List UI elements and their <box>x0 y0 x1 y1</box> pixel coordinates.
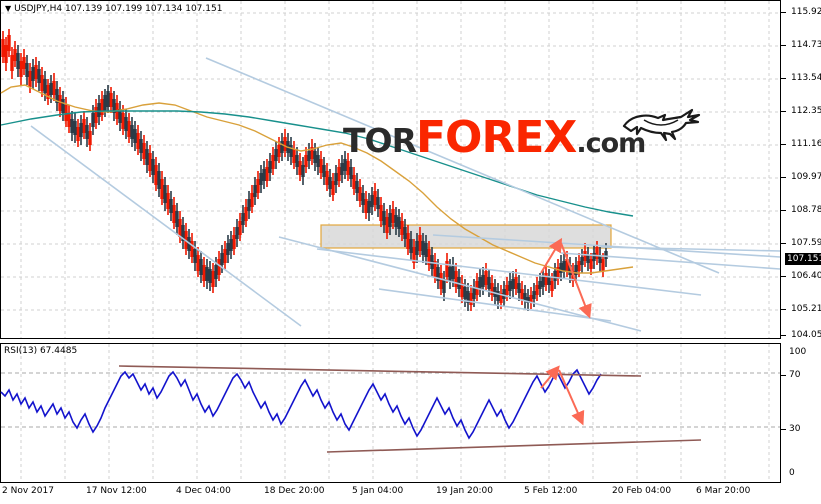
axis-tick <box>781 45 786 46</box>
time-axis-label: 18 Dec 20:00 <box>264 486 325 496</box>
axis-tick <box>781 243 786 244</box>
price-axis-label: 114.730 <box>791 40 821 50</box>
axis-tick <box>781 177 786 178</box>
axis-tick <box>781 144 786 145</box>
axis-tick <box>781 375 786 376</box>
price-axis-label: 111.160 <box>791 139 821 149</box>
trendline-lower-2 <box>378 288 612 322</box>
time-axis-label: 19 Jan 20:00 <box>436 486 493 496</box>
axis-tick <box>781 78 786 79</box>
rsi-support-trendline <box>326 439 702 453</box>
forecast-down-arrow[interactable] <box>560 242 592 319</box>
rsi-axis-label: 70 <box>789 370 801 380</box>
rsi-indicator-label: RSI(13) 67.4485 <box>4 346 78 356</box>
time-axis-label: 2 Nov 2017 <box>2 486 54 496</box>
bearish-bodies <box>1 35 605 305</box>
rsi-forecast-up-arrow[interactable] <box>540 365 560 389</box>
price-axis-label: 112.350 <box>791 106 821 116</box>
trendline-mid-2 <box>316 248 702 296</box>
trendline-right-3 <box>432 234 781 258</box>
trendline-upper-main <box>205 57 720 274</box>
price-axis-label: 109.970 <box>791 172 821 182</box>
rsi-axis-label: 30 <box>789 424 801 434</box>
rsi-indicator-panel[interactable] <box>0 343 781 483</box>
price-chart-svg <box>0 1 781 338</box>
time-axis-label: 4 Dec 04:00 <box>176 486 231 496</box>
vertical-gridlines <box>20 1 770 338</box>
time-axis-label: 5 Jan 04:00 <box>352 486 404 496</box>
current-price-badge: 107.151 <box>785 253 821 265</box>
axis-tick <box>781 276 786 277</box>
axis-tick <box>781 309 786 310</box>
rsi-line <box>0 368 602 440</box>
trendline-group[interactable] <box>30 57 781 332</box>
rsi-axis-label: 0 <box>789 468 795 478</box>
rsi-chart-svg <box>0 344 780 482</box>
axis-tick <box>781 335 786 336</box>
chevron-down-icon[interactable]: ▼ <box>5 4 12 13</box>
time-axis[interactable]: 2 Nov 2017 17 Nov 12:00 4 Dec 04:00 18 D… <box>0 483 821 504</box>
price-axis-label: 108.780 <box>791 205 821 215</box>
price-axis-label: 104.055 <box>791 330 821 340</box>
price-axis-label: 105.210 <box>791 304 821 314</box>
time-axis-label: 6 Mar 20:00 <box>696 486 751 496</box>
candlestick-series <box>1 29 608 311</box>
forecast-up-arrow[interactable] <box>540 237 563 274</box>
trendline-right-1 <box>560 252 781 270</box>
time-axis-label: 20 Feb 04:00 <box>612 486 672 496</box>
ma-slow-line <box>0 110 634 217</box>
symbol-info-bar: ▼ USDJPY,H4 107.139 107.199 107.134 107.1… <box>5 4 222 14</box>
price-axis-label: 115.920 <box>791 7 821 17</box>
rsi-axis-label: 100 <box>789 347 807 357</box>
time-axis-label: 5 Feb 12:00 <box>524 486 578 496</box>
price-axis-label: 107.590 <box>791 238 821 248</box>
price-chart-panel[interactable]: TORFOREX.com ▼ USDJPY,H4 107.139 107.199 … <box>0 0 781 339</box>
rsi-vertical-gridlines <box>20 344 770 482</box>
symbol-info-text: USDJPY,H4 107.139 107.199 107.134 107.15… <box>14 4 223 14</box>
axis-tick <box>781 210 786 211</box>
axis-tick <box>781 111 786 112</box>
price-axis-label: 113.540 <box>791 73 821 83</box>
trendline-lower-main <box>30 125 302 327</box>
price-axis-label: 106.400 <box>791 271 821 281</box>
rsi-axis[interactable]: 100 70 30 0 <box>781 343 821 483</box>
axis-tick <box>781 429 786 430</box>
price-axis[interactable]: 115.920 114.730 113.540 112.350 111.160 … <box>781 0 821 340</box>
axis-tick <box>781 12 786 13</box>
time-axis-label: 17 Nov 12:00 <box>86 486 147 496</box>
rsi-forecast-down-arrow[interactable] <box>558 369 585 426</box>
bullish-bodies <box>16 53 608 303</box>
